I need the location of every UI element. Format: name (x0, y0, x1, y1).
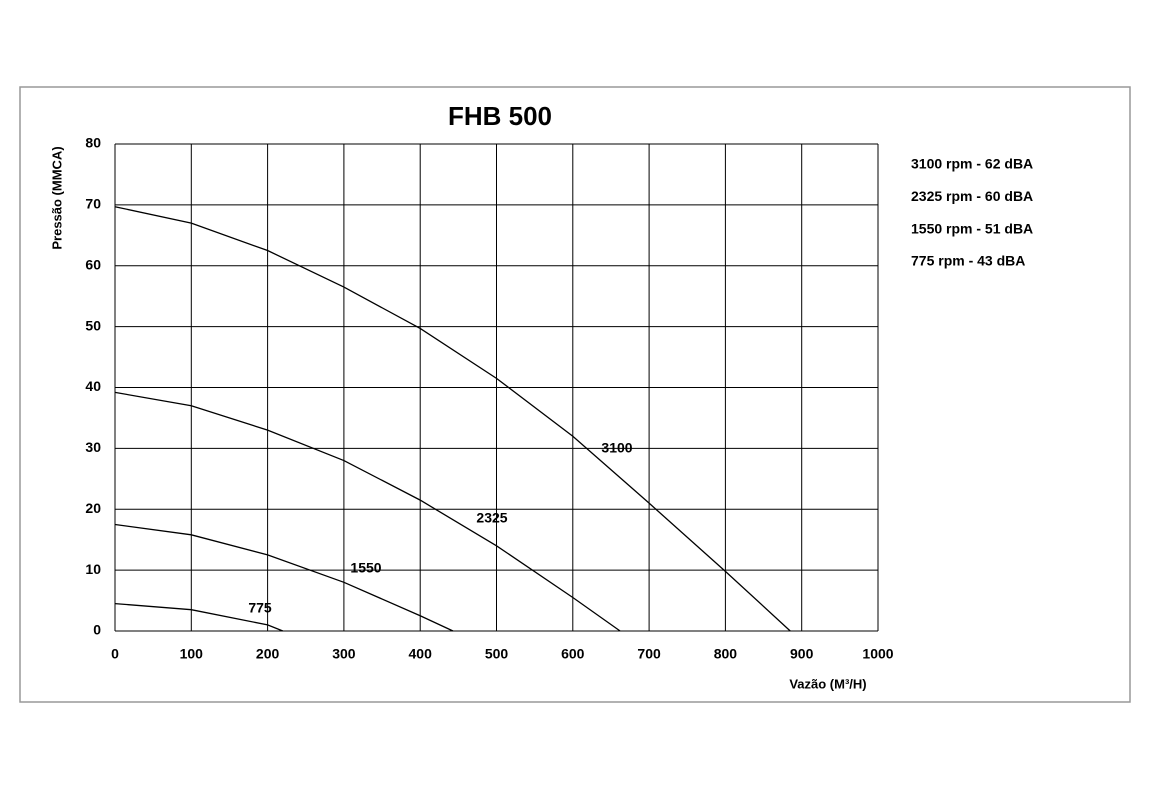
curve (114, 206, 791, 632)
y-axis-label: Pressão (MMCA) (49, 146, 64, 249)
legend-entry: 1550 rpm - 51 dBA (911, 220, 1033, 236)
x-tick-label: 800 (714, 646, 738, 662)
x-tick-label: 700 (637, 646, 661, 662)
curve (114, 391, 621, 632)
x-tick-label: 600 (561, 646, 585, 662)
x-tick-label: 100 (180, 646, 204, 662)
frame (19, 86, 1131, 703)
x-tick-label: 500 (485, 646, 509, 662)
y-tick-label: 70 (85, 196, 101, 212)
curve-label: 775 (248, 600, 272, 616)
y-tick-label: 10 (85, 561, 101, 577)
x-tick-label: 0 (111, 646, 119, 662)
y-tick-label: 20 (85, 500, 101, 516)
x-tick-label: 400 (409, 646, 433, 662)
y-tick-label: 40 (85, 378, 101, 394)
y-tick-label: 60 (85, 256, 101, 272)
y-tick-label: 30 (85, 439, 101, 455)
x-tick-label: 900 (790, 646, 814, 662)
curve (114, 523, 454, 632)
y-tick-label: 50 (85, 317, 101, 333)
curve (114, 602, 284, 632)
legend-entry: 775 rpm - 43 dBA (911, 253, 1025, 269)
x-tick-label: 1000 (862, 646, 893, 662)
y-tick-label: 80 (85, 135, 101, 151)
curve-label: 2325 (476, 510, 507, 526)
y-tick-label: 0 (93, 622, 101, 638)
x-tick-label: 200 (256, 646, 280, 662)
legend-entry: 2325 rpm - 60 dBA (911, 188, 1033, 204)
chart-title: FHB 500 (448, 101, 552, 131)
x-tick-label: 300 (332, 646, 356, 662)
curve-label: 1550 (350, 560, 381, 576)
curve-label: 3100 (601, 440, 632, 456)
x-axis-label: Vazão (M³/H) (789, 676, 866, 691)
legend-entry: 3100 rpm - 62 dBA (911, 156, 1033, 172)
